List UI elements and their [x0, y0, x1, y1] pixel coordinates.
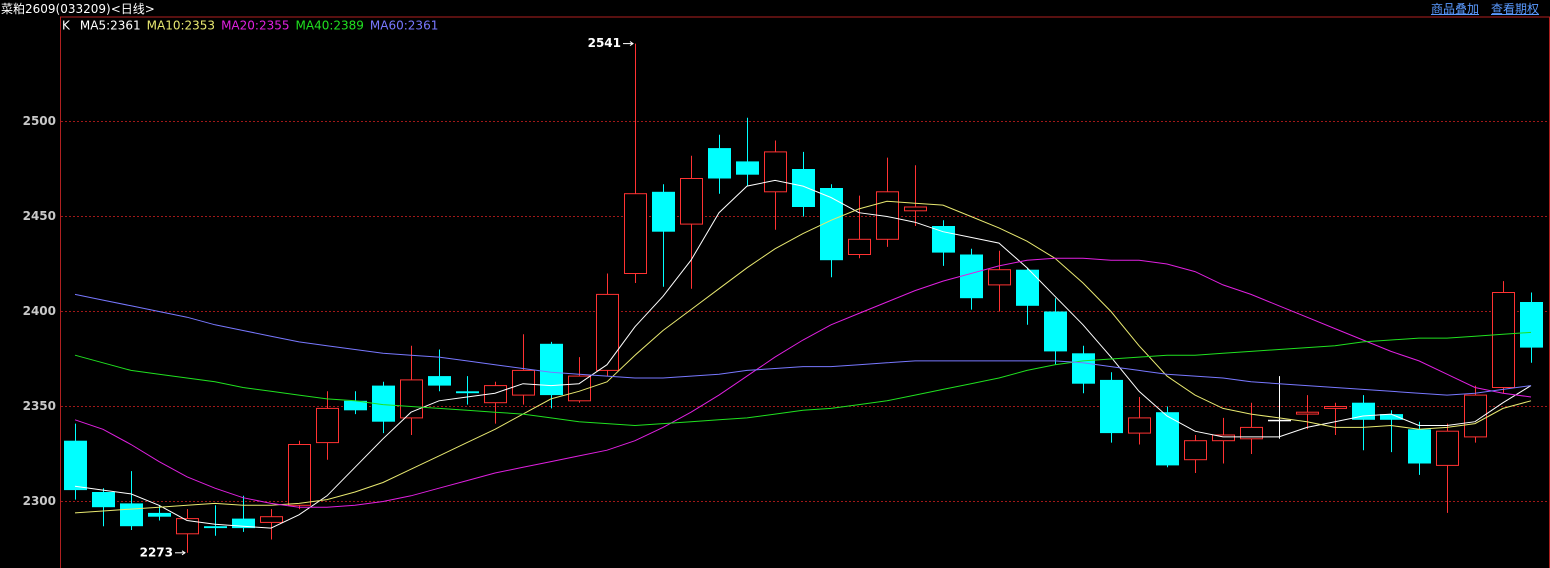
ma-line [74, 257, 1532, 508]
candle-body [1324, 406, 1347, 409]
candle-body [372, 385, 395, 422]
candle-body [232, 518, 255, 529]
y-tick-label: 2400 [23, 304, 56, 318]
candle-body [652, 191, 675, 232]
candle-body [204, 526, 227, 529]
header-title: 菜粕2609(033209)<日线> [1, 2, 155, 16]
legend-entry: MA40:2389 [296, 19, 364, 33]
candle-body [596, 293, 619, 371]
candle-body [1268, 419, 1291, 422]
candle-body [1212, 434, 1235, 442]
candle-body [1072, 353, 1095, 384]
candle-body [400, 379, 423, 419]
candle-body [1044, 311, 1067, 352]
candle-body [568, 375, 591, 402]
annotation-label: 2273 [140, 545, 173, 559]
candle-body [764, 151, 787, 193]
candle-body [428, 376, 451, 386]
candle-body [540, 343, 563, 396]
candle-body [92, 492, 115, 508]
candle-body [960, 254, 983, 299]
candle-body [316, 407, 339, 444]
overlay-link[interactable]: 商品叠加 [1431, 2, 1480, 16]
y-tick-label: 2300 [23, 494, 56, 508]
candle-body [1520, 302, 1543, 348]
candle-body [1100, 379, 1123, 434]
candle-body [792, 169, 815, 207]
header: 菜粕2609(033209)<日线> 商品叠加 查看期权 [0, 0, 1550, 16]
legend-entry: MA10:2353 [147, 19, 215, 33]
annotation-label: 2541 [588, 36, 621, 50]
annotation-arrowhead [181, 550, 186, 556]
y-tick-label: 2350 [23, 399, 56, 413]
candle-body [1016, 269, 1039, 306]
candle-body [848, 238, 871, 256]
legend-entry: MA20:2355 [221, 19, 289, 33]
ma-line [74, 179, 1532, 529]
candle-body [1240, 426, 1263, 440]
y-tick-label: 2500 [23, 114, 56, 128]
candle-body [1492, 292, 1515, 388]
candle-body [288, 444, 311, 506]
candle-body [120, 503, 143, 527]
legend-entry: K [62, 19, 71, 33]
candle-body [1184, 440, 1207, 461]
candle-body [624, 193, 647, 274]
candle-body [820, 188, 843, 261]
candle-body [1464, 394, 1487, 438]
candle-body [176, 518, 199, 535]
y-tick-label: 2450 [23, 209, 56, 223]
candle-body [456, 391, 479, 394]
ma-line [74, 293, 1532, 396]
candle-body [904, 206, 927, 212]
candle-body [736, 161, 759, 175]
options-link[interactable]: 查看期权 [1491, 2, 1540, 16]
ma-line [74, 200, 1532, 514]
legend-entry: MA5:2361 [80, 19, 141, 33]
candle-body [64, 440, 87, 491]
candle-body [1156, 412, 1179, 466]
candle-body [1296, 411, 1319, 415]
candle-body [148, 512, 171, 517]
candle-body [1436, 430, 1459, 466]
candle-body [260, 516, 283, 523]
candle-body [344, 400, 367, 411]
candle-body [708, 148, 731, 179]
candle-body [1408, 429, 1431, 464]
candle-body [932, 226, 955, 253]
candle-body [680, 178, 703, 225]
candle-body [512, 369, 535, 396]
legend-entry: MA60:2361 [370, 19, 438, 33]
ma-line [74, 331, 1532, 427]
annotation-arrowhead [629, 41, 634, 47]
candle-body [1380, 414, 1403, 420]
candle-body [1128, 417, 1151, 434]
candle-body [988, 269, 1011, 286]
